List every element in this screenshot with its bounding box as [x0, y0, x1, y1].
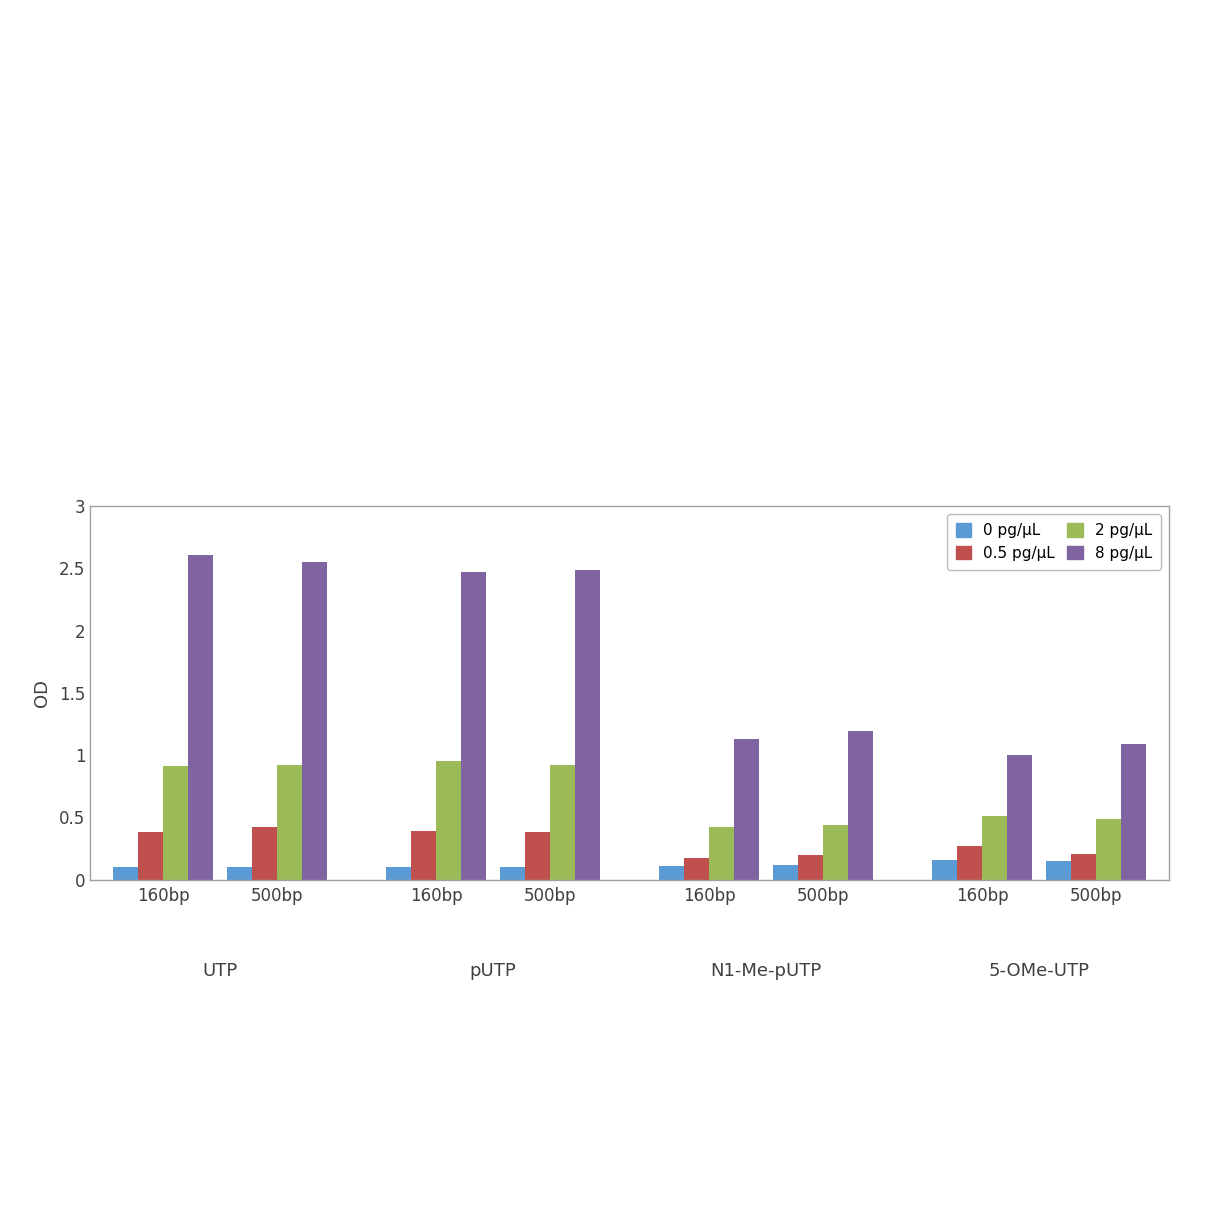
Bar: [684, 858, 710, 880]
Bar: [1097, 818, 1121, 880]
Bar: [798, 854, 823, 880]
Bar: [575, 570, 600, 880]
Text: 5-OMe-UTP: 5-OMe-UTP: [988, 962, 1089, 980]
Y-axis label: OD: OD: [33, 678, 51, 707]
Text: UTP: UTP: [202, 962, 237, 980]
Bar: [710, 828, 734, 880]
Bar: [982, 816, 1007, 880]
Text: pUTP: pUTP: [470, 962, 517, 980]
Bar: [252, 828, 277, 880]
Bar: [163, 766, 188, 880]
Bar: [139, 833, 163, 880]
Bar: [386, 868, 411, 880]
Bar: [227, 868, 252, 880]
Bar: [823, 825, 848, 880]
Bar: [1007, 756, 1033, 880]
Bar: [277, 765, 302, 880]
Text: N1-Me-pUTP: N1-Me-pUTP: [711, 962, 822, 980]
Bar: [188, 554, 213, 880]
Bar: [500, 868, 525, 880]
Bar: [772, 865, 798, 880]
Bar: [659, 866, 684, 880]
Bar: [411, 831, 436, 880]
Bar: [957, 846, 982, 880]
Bar: [525, 833, 549, 880]
Bar: [1071, 853, 1097, 880]
Bar: [113, 868, 139, 880]
Bar: [848, 731, 874, 880]
Bar: [933, 859, 957, 880]
Bar: [734, 739, 759, 880]
Bar: [1121, 743, 1146, 880]
Bar: [1046, 860, 1071, 880]
Bar: [462, 572, 487, 880]
Bar: [436, 762, 462, 880]
Bar: [549, 765, 575, 880]
Legend: 0 pg/μL, 0.5 pg/μL, 2 pg/μL, 8 pg/μL: 0 pg/μL, 0.5 pg/μL, 2 pg/μL, 8 pg/μL: [947, 513, 1162, 570]
Bar: [302, 562, 327, 880]
